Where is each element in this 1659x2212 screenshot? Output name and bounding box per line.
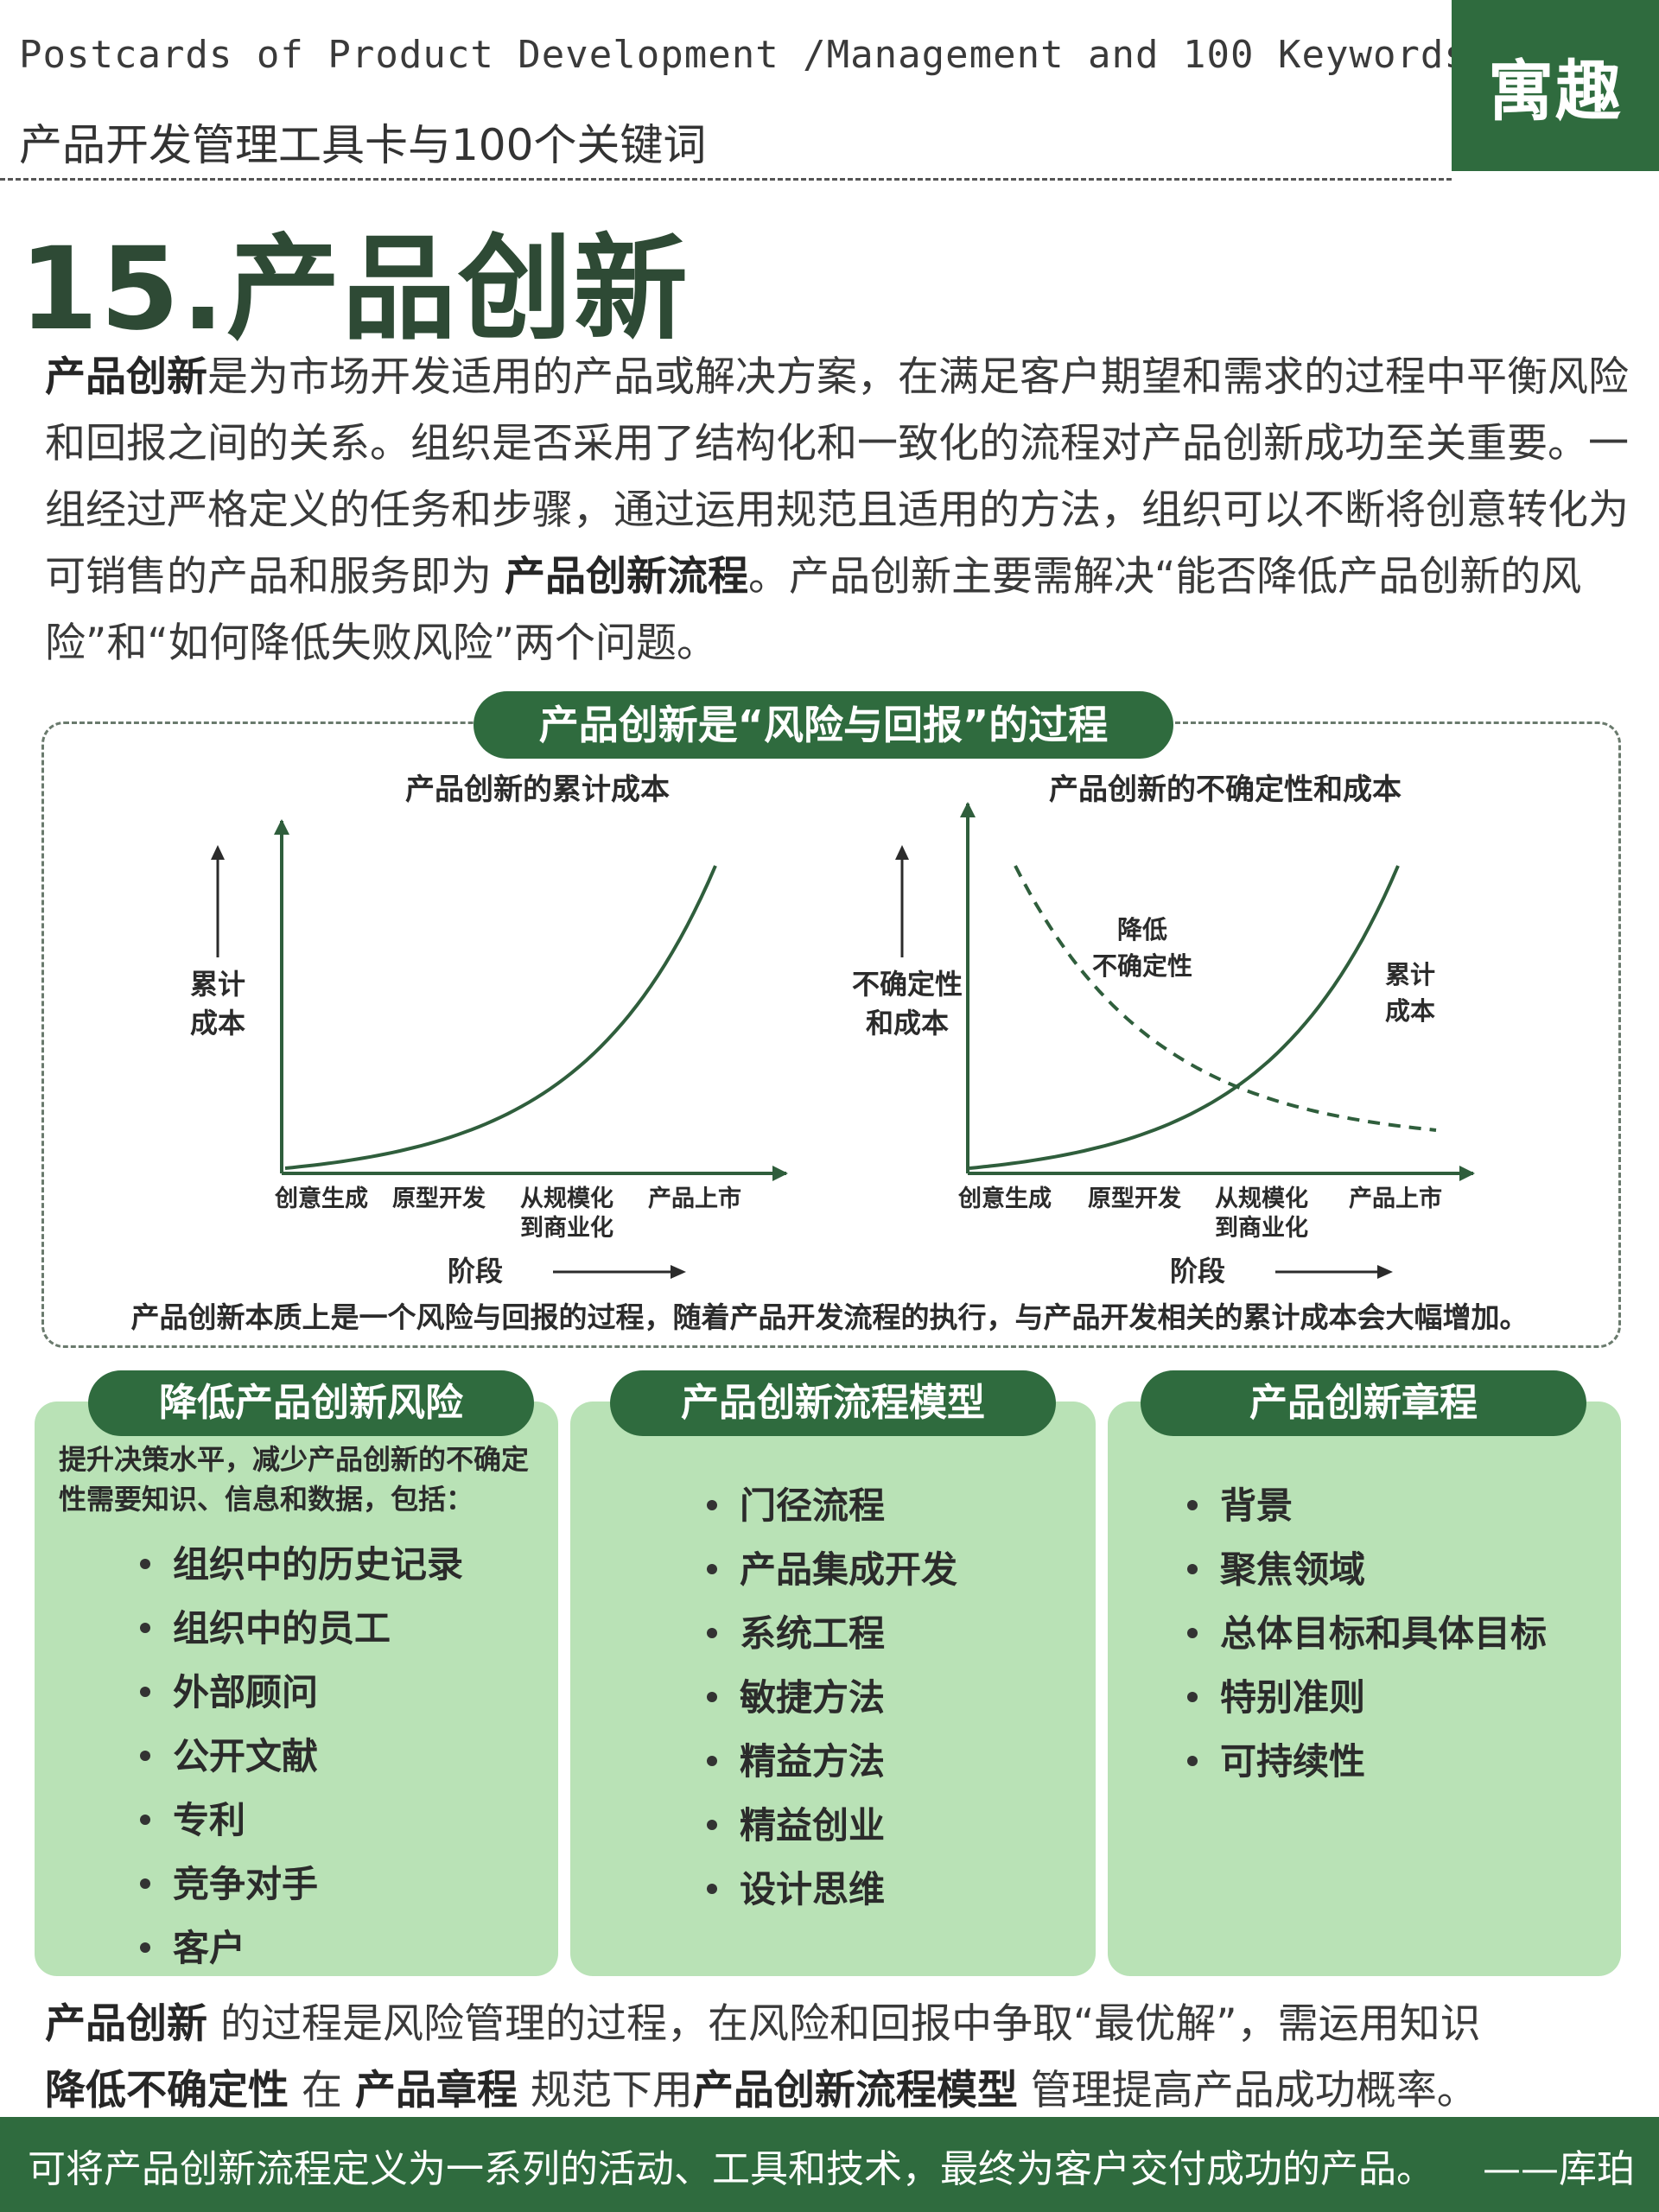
list-item-label: 竞争对手	[173, 1863, 319, 1905]
list-item: 背景	[1187, 1474, 1547, 1538]
footer-quote: 可将产品创新流程定义为一系列的活动、工具和技术，最终为客户交付成功的产品。	[28, 2147, 1434, 2191]
list-item: 敏捷方法	[707, 1666, 957, 1730]
summary-term-2: 降低不确定性	[45, 2067, 289, 2114]
panel-reduce-risk-title: 降低产品创新风险	[88, 1370, 534, 1436]
list-item: 精益方法	[707, 1730, 957, 1794]
bullet-icon	[1187, 1755, 1198, 1766]
bullet-icon	[140, 1558, 150, 1569]
list-item: 外部顾问	[140, 1661, 463, 1725]
list-item-label: 精益方法	[740, 1740, 886, 1783]
footer-author: ——库珀	[1483, 2147, 1635, 2191]
header-chinese-title: 产品开发管理工具卡与100个关键词	[19, 120, 707, 170]
list-item-label: 背景	[1220, 1484, 1294, 1527]
list-item: 可持续性	[1187, 1730, 1547, 1794]
list-item-label: 系统工程	[740, 1612, 886, 1655]
bullet-icon	[140, 1750, 150, 1761]
summary-paragraph: 产品创新 的过程是风险管理的过程，在风险和回报中争取“最优解”，需运用知识降低不…	[45, 1991, 1635, 2124]
summary-term-4: 产品创新流程模型	[692, 2067, 1018, 2114]
list-item: 设计思维	[707, 1858, 957, 1922]
list-item-label: 组织中的员工	[173, 1607, 391, 1649]
list-item: 组织中的员工	[140, 1597, 463, 1661]
panel-innovation-charter-title: 产品创新章程	[1141, 1370, 1586, 1436]
list-item-label: 客户	[173, 1927, 246, 1969]
list-item: 系统工程	[707, 1602, 957, 1666]
list-item: 产品集成开发	[707, 1538, 957, 1602]
list-item-label: 聚焦领域	[1220, 1548, 1366, 1591]
bullet-icon	[140, 1878, 150, 1889]
bullet-icon	[1187, 1627, 1198, 1638]
list-item: 客户	[140, 1916, 463, 1980]
list-item-label: 总体目标和具体目标	[1220, 1612, 1548, 1655]
header-english-title: Postcards of Product Development /Manage…	[19, 33, 1468, 77]
list-item-label: 公开文献	[173, 1735, 319, 1777]
chart-section-title: 产品创新是“风险与回报”的过程	[474, 691, 1173, 759]
list-item: 组织中的历史记录	[140, 1533, 463, 1597]
chart-caption: 产品创新本质上是一个风险与回报的过程，随着产品开发流程的执行，与产品开发相关的累…	[130, 1300, 1529, 1334]
bullet-icon	[140, 1942, 150, 1953]
intro-term-product-innovation: 产品创新	[45, 353, 207, 401]
panel-innovation-charter	[1108, 1402, 1621, 1976]
list-item-label: 外部顾问	[173, 1671, 319, 1713]
summary-term-3: 产品章程	[354, 2067, 518, 2114]
bullet-icon	[707, 1627, 717, 1638]
bullet-icon	[707, 1691, 717, 1702]
intro-paragraph: 产品创新是为市场开发适用的产品或解决方案，在满足客户期望和需求的过程中平衡风险和…	[45, 344, 1635, 677]
panel-process-models-title: 产品创新流程模型	[610, 1370, 1056, 1436]
list-item: 精益创业	[707, 1794, 957, 1858]
panel-process-models	[570, 1402, 1096, 1976]
bullet-icon	[1187, 1499, 1198, 1510]
list-item-label: 设计思维	[740, 1868, 886, 1910]
chart-section-frame	[41, 721, 1621, 1348]
bullet-icon	[707, 1563, 717, 1574]
list-item: 特别准则	[1187, 1666, 1547, 1730]
list-item-label: 组织中的历史记录	[173, 1543, 464, 1586]
summary-text-3: 规范下用	[517, 2067, 693, 2114]
list-item-label: 敏捷方法	[740, 1676, 886, 1719]
summary-text-2: 在	[289, 2067, 355, 2114]
list-item: 公开文献	[140, 1725, 463, 1789]
panel-reduce-risk	[35, 1402, 558, 1976]
list-item: 竞争对手	[140, 1853, 463, 1916]
page-title: 15.产品创新	[19, 223, 690, 356]
list-item-label: 专利	[173, 1799, 246, 1841]
list-item-label: 门径流程	[740, 1484, 886, 1527]
bullet-icon	[140, 1686, 150, 1697]
brand-logo: 寓趣	[1452, 0, 1659, 171]
panel-reduce-risk-intro: 提升决策水平，减少产品创新的不确定性需要知识、信息和数据，包括：	[59, 1443, 530, 1516]
bullet-icon	[707, 1755, 717, 1766]
list-item: 总体目标和具体目标	[1187, 1602, 1547, 1666]
summary-term-1: 产品创新	[45, 2000, 207, 2048]
summary-text-4: 管理提高产品成功概率。	[1017, 2067, 1478, 2114]
footer-bar	[0, 2117, 1659, 2212]
list-item: 专利	[140, 1789, 463, 1853]
list-item-label: 特别准则	[1220, 1676, 1366, 1719]
bullet-icon	[707, 1499, 717, 1510]
header-divider	[0, 178, 1452, 181]
summary-text-1: 的过程是风险管理的过程，在风险和回报中争取“最优解”，需运用知识	[207, 2000, 1481, 2048]
intro-term-innovation-process: 产品创新流程	[504, 553, 748, 601]
bullet-icon	[707, 1883, 717, 1894]
list-item-label: 产品集成开发	[740, 1548, 958, 1591]
list-item-label: 精益创业	[740, 1804, 886, 1847]
intro-text-2: 。产品创新主要需解决“能否降低产品创新的风险”和“如何降低失败风险”两个问题。	[45, 553, 1582, 667]
intro-text-1: 是为市场开发适用的产品或解决方案，在满足客户期望和需求的过程中平衡风险和回报之间…	[45, 353, 1629, 601]
list-item: 聚焦领域	[1187, 1538, 1547, 1602]
panel-reduce-risk-list: 组织中的历史记录 组织中的员工 外部顾问公开文献专利竞争对手客户	[140, 1533, 463, 1980]
panel-process-models-list: 门径流程产品集成开发 系统工程敏捷方法精益方法精益创业设计思维	[707, 1474, 957, 1922]
bullet-icon	[140, 1814, 150, 1825]
bullet-icon	[1187, 1691, 1198, 1702]
bullet-icon	[707, 1819, 717, 1830]
list-item: 门径流程	[707, 1474, 957, 1538]
panel-innovation-charter-list: 背景聚焦领域总体目标和具体目标 特别准则可持续性	[1187, 1474, 1547, 1794]
list-item-label: 可持续性	[1220, 1740, 1366, 1783]
bullet-icon	[140, 1622, 150, 1633]
bullet-icon	[1187, 1563, 1198, 1574]
